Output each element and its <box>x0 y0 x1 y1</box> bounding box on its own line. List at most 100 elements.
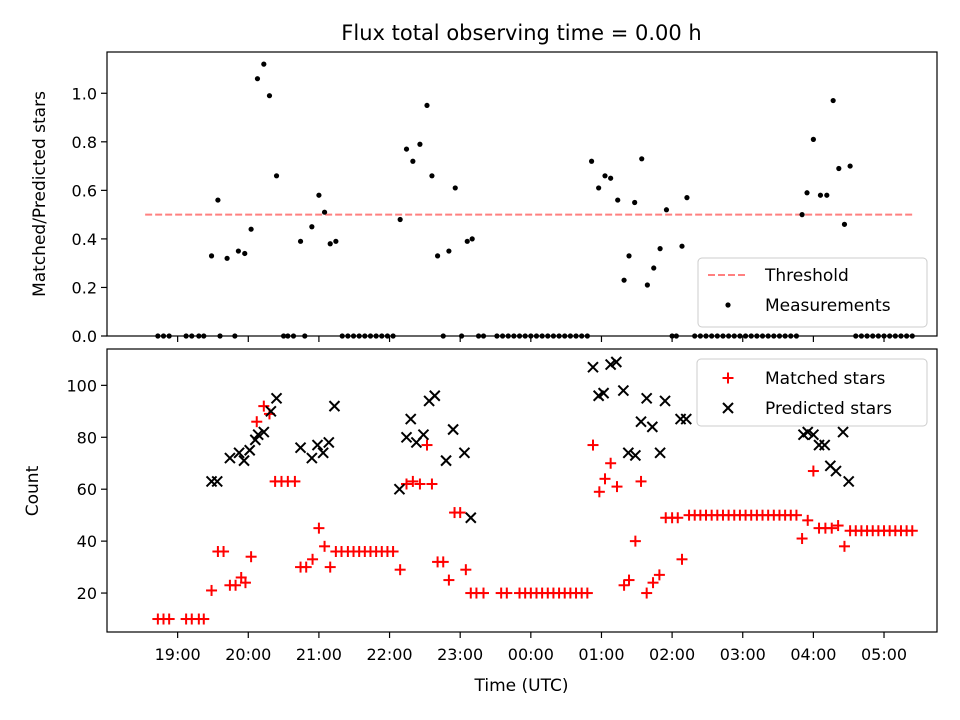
measurement-point <box>615 197 621 203</box>
predicted-star-point <box>597 387 610 399</box>
predicted-star-point <box>604 358 617 371</box>
measurement-point <box>297 238 304 244</box>
matched-star-point <box>218 546 230 558</box>
top-x-ticks <box>177 336 885 342</box>
matched-star-point <box>387 546 399 558</box>
measurement-point <box>836 165 842 172</box>
top-ytick-label: 0.2 <box>72 278 97 297</box>
measurement-point <box>621 277 627 283</box>
measurement-point <box>410 158 416 164</box>
bottom-y-axis-label: Count <box>23 465 43 516</box>
measurement-point <box>446 248 452 254</box>
predicted-star-point <box>243 444 256 456</box>
predicted-star-point <box>311 439 324 451</box>
bottom-xtick-label: 21:00 <box>296 645 342 664</box>
measurement-point <box>810 136 816 142</box>
bottom-y-ticks: 20 40 60 80 100 <box>66 376 107 603</box>
predicted-star-point <box>818 439 831 451</box>
predicted-star-point <box>680 413 692 425</box>
measurement-point <box>588 158 595 164</box>
matched-star-point <box>460 564 472 576</box>
bottom-xtick-label: 20:00 <box>225 645 271 664</box>
bottom-x-ticks: 19:00 20:00 21:00 22:00 23:00 00:00 01:00 02:00… <box>155 632 907 664</box>
matched-star-point <box>394 564 406 576</box>
measurement-point <box>847 163 853 169</box>
predicted-star-point <box>233 447 245 459</box>
matched-star-point <box>206 584 218 596</box>
measurement-point <box>248 226 254 232</box>
top-ytick-label: 0.6 <box>72 181 97 200</box>
top-ytick-label: 0.4 <box>72 230 97 249</box>
legend-measurements-label: Measurements <box>765 296 891 316</box>
predicted-star-point <box>294 441 307 454</box>
matched-star-point <box>319 540 331 552</box>
matched-star-point <box>478 587 490 599</box>
bottom-xtick-label: 23:00 <box>437 645 483 664</box>
bottom-xtick-label: 03:00 <box>720 645 766 664</box>
matched-star-point <box>796 533 808 545</box>
matched-star-point <box>629 535 641 547</box>
predicted-star-point <box>640 392 653 405</box>
matched-star-point <box>802 514 814 526</box>
matched-star-point <box>239 577 251 589</box>
bottom-plot-area <box>152 356 918 625</box>
measurement-point <box>215 197 221 203</box>
matched-star-point <box>407 475 419 487</box>
predicted-star-point <box>659 395 671 407</box>
matched-star-point <box>653 569 665 581</box>
measurement-point <box>602 173 608 179</box>
predicted-star-point <box>400 431 413 443</box>
matched-star-point <box>230 579 242 591</box>
legend-threshold-label: Threshold <box>764 266 849 286</box>
matched-star-point <box>437 556 449 568</box>
matched-star-point <box>587 439 599 451</box>
measurement-point <box>429 173 435 179</box>
matched-star-point <box>443 574 455 586</box>
measurement-point <box>657 246 663 252</box>
measurement-point <box>469 236 475 242</box>
measurement-point <box>434 253 441 259</box>
measurement-point <box>817 192 824 198</box>
measurement-point <box>397 216 403 223</box>
measurement-point <box>327 241 333 247</box>
legend-matched-label: Matched stars <box>765 369 885 389</box>
bottom-xtick-label: 04:00 <box>790 645 836 664</box>
measurement-point <box>626 253 632 259</box>
measurement-point <box>464 238 470 244</box>
matched-star-point <box>635 475 647 487</box>
bottom-legend-box <box>696 358 928 427</box>
bottom-xtick-label: 00:00 <box>508 645 554 664</box>
matched-star-point <box>826 522 838 534</box>
measurement-point <box>804 190 810 196</box>
measurement-point <box>684 195 690 201</box>
legend-matched-swatch <box>722 372 734 384</box>
measurement-point <box>208 253 215 259</box>
matched-star-point <box>324 561 336 573</box>
predicted-star-point <box>654 447 666 459</box>
predicted-star-point <box>447 423 459 436</box>
predicted-star-point <box>629 449 642 462</box>
measurement-point <box>644 282 650 288</box>
predicted-star-point <box>617 384 630 397</box>
predicted-star-point <box>587 361 599 373</box>
bottom-xtick-label: 05:00 <box>861 645 907 664</box>
matched-star-point <box>611 481 623 493</box>
matched-star-point <box>838 540 850 552</box>
predicted-star-point <box>842 475 855 488</box>
predicted-star-point <box>211 475 223 488</box>
top-plot-frame <box>106 51 938 337</box>
matched-star-point <box>605 457 617 469</box>
matched-star-point <box>623 574 635 586</box>
top-ytick-label: 0.8 <box>72 133 97 152</box>
measurement-point <box>452 185 458 191</box>
predicted-star-point <box>328 400 341 412</box>
measurement-point <box>632 199 638 206</box>
figure-title: Flux total observing time = 0.00 h <box>341 21 701 45</box>
predicted-star-point <box>622 447 635 459</box>
matched-star-point <box>618 579 630 591</box>
top-legend-box <box>697 257 928 328</box>
matched-star-point <box>641 587 653 599</box>
predicted-star-point <box>802 426 814 438</box>
top-y-axis-label: Matched/Predicted stars <box>30 91 50 297</box>
matched-star-point <box>414 478 426 490</box>
